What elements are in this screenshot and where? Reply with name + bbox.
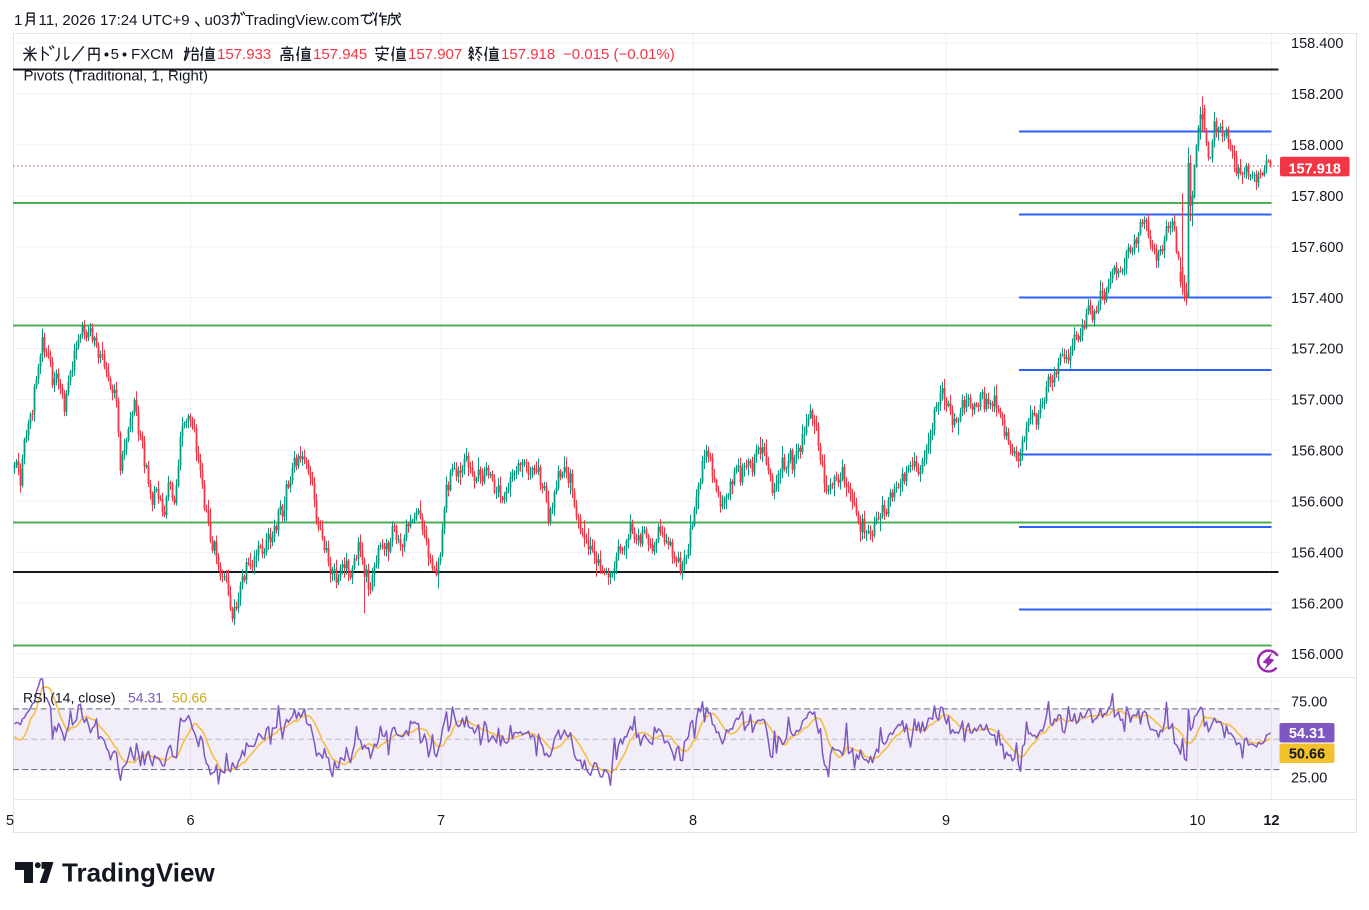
svg-text:157.200: 157.200 xyxy=(1291,342,1343,358)
svg-text:156.800: 156.800 xyxy=(1291,444,1343,460)
svg-text:156.600: 156.600 xyxy=(1291,494,1343,510)
svg-text:157.945: 157.945 xyxy=(313,46,367,63)
svg-text:157.907: 157.907 xyxy=(408,46,462,63)
svg-text:54.31: 54.31 xyxy=(1289,726,1325,742)
svg-text:1: 1 xyxy=(14,12,22,29)
svg-text:157.800: 157.800 xyxy=(1291,189,1343,205)
svg-text:75.00: 75.00 xyxy=(1291,695,1327,711)
svg-text:TradingView: TradingView xyxy=(62,858,215,888)
svg-text:156.000: 156.000 xyxy=(1291,647,1343,663)
svg-text:5: 5 xyxy=(111,46,119,63)
svg-text:5: 5 xyxy=(6,813,14,829)
svg-text:54.31: 54.31 xyxy=(128,690,163,706)
svg-text:157.400: 157.400 xyxy=(1291,291,1343,307)
svg-text:157.918: 157.918 xyxy=(1288,161,1340,177)
svg-text:25.00: 25.00 xyxy=(1291,770,1327,786)
svg-text:8: 8 xyxy=(689,813,697,829)
svg-text:158.000: 158.000 xyxy=(1291,138,1343,154)
svg-text:7: 7 xyxy=(437,813,445,829)
svg-text:FXCM: FXCM xyxy=(131,46,174,63)
svg-text:158.200: 158.200 xyxy=(1291,87,1343,103)
svg-text:12: 12 xyxy=(1263,813,1279,829)
svg-text:156.200: 156.200 xyxy=(1291,596,1343,612)
svg-text:u03: u03 xyxy=(205,12,230,29)
svg-text:10: 10 xyxy=(1189,813,1205,829)
svg-text:157.000: 157.000 xyxy=(1291,393,1343,409)
svg-text:50.66: 50.66 xyxy=(1289,746,1325,762)
svg-text:11, 2026 17:24 UTC+9: 11, 2026 17:24 UTC+9 xyxy=(39,12,190,29)
svg-text:158.400: 158.400 xyxy=(1291,36,1343,52)
svg-text:9: 9 xyxy=(942,813,950,829)
svg-text:Pivots (Traditional, 1, Right): Pivots (Traditional, 1, Right) xyxy=(24,68,209,85)
svg-text:RSI (14, close): RSI (14, close) xyxy=(23,690,116,706)
svg-text:−0.015 (−0.01%): −0.015 (−0.01%) xyxy=(563,46,675,63)
svg-text:6: 6 xyxy=(186,813,194,829)
svg-text:157.933: 157.933 xyxy=(217,46,271,63)
svg-text:157.600: 157.600 xyxy=(1291,240,1343,256)
svg-text:50.66: 50.66 xyxy=(172,690,207,706)
svg-text:157.918: 157.918 xyxy=(501,46,555,63)
svg-text:156.400: 156.400 xyxy=(1291,545,1343,561)
svg-text:TradingView.com: TradingView.com xyxy=(245,12,359,29)
